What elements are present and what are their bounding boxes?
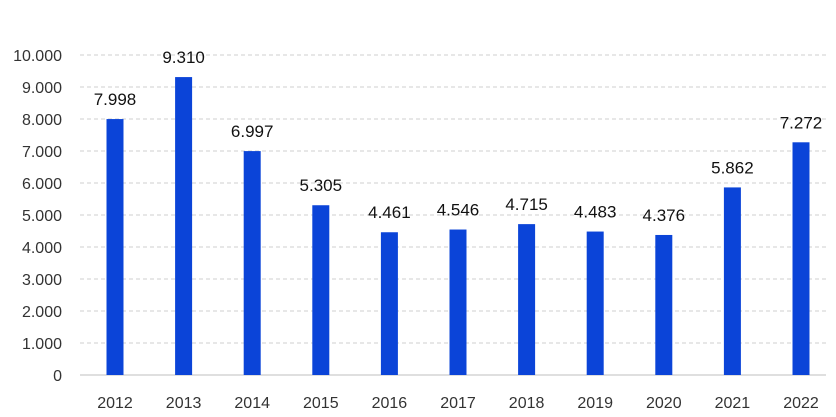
bar bbox=[243, 151, 261, 375]
x-tick-label: 2018 bbox=[509, 395, 545, 412]
data-label: 7.272 bbox=[780, 113, 823, 132]
x-axis-ticks: 2012 2013 2014 2015 2016 2017 2018 2019 2020 2021… bbox=[97, 395, 819, 412]
data-label: 4.461 bbox=[368, 203, 411, 222]
bar bbox=[106, 119, 124, 376]
bar bbox=[312, 205, 330, 375]
y-tick-label: 3.000 bbox=[22, 272, 62, 289]
data-labels: 7.998 9.310 6.997 5.305 4.461 4.546 4.715 4.483… bbox=[94, 48, 823, 225]
data-label: 5.862 bbox=[711, 158, 754, 177]
y-tick-label: 8.000 bbox=[22, 112, 62, 129]
bar bbox=[655, 234, 673, 375]
bar bbox=[449, 229, 467, 375]
data-label: 4.546 bbox=[437, 201, 480, 220]
x-tick-label: 2014 bbox=[234, 395, 270, 412]
x-tick-label: 2012 bbox=[97, 395, 133, 412]
bar bbox=[175, 77, 193, 375]
y-tick-label: 7.000 bbox=[22, 144, 62, 161]
bar bbox=[723, 187, 741, 375]
y-tick-label: 0 bbox=[53, 368, 62, 385]
y-tick-label: 4.000 bbox=[22, 240, 62, 257]
data-label: 6.997 bbox=[231, 122, 274, 141]
x-tick-label: 2017 bbox=[440, 395, 476, 412]
data-label: 4.483 bbox=[574, 203, 617, 222]
x-tick-label: 2013 bbox=[166, 395, 202, 412]
y-tick-label: 6.000 bbox=[22, 176, 62, 193]
y-tick-label: 1.000 bbox=[22, 336, 62, 353]
bar bbox=[586, 231, 604, 375]
bar bbox=[518, 224, 536, 375]
x-tick-label: 2015 bbox=[303, 395, 339, 412]
y-tick-label: 10.000 bbox=[13, 48, 62, 65]
data-label: 5.305 bbox=[300, 176, 343, 195]
y-tick-label: 9.000 bbox=[22, 80, 62, 97]
y-axis-ticks: 0 1.000 2.000 3.000 4.000 5.000 6.000 7.000 8.00… bbox=[13, 48, 62, 385]
data-label: 9.310 bbox=[162, 48, 205, 67]
x-tick-label: 2019 bbox=[577, 395, 613, 412]
x-tick-label: 2021 bbox=[715, 395, 751, 412]
x-tick-label: 2022 bbox=[783, 395, 819, 412]
bar bbox=[792, 142, 810, 375]
bar bbox=[380, 232, 398, 375]
bars bbox=[106, 77, 810, 376]
data-label: 7.998 bbox=[94, 90, 137, 109]
y-tick-label: 2.000 bbox=[22, 304, 62, 321]
x-tick-label: 2020 bbox=[646, 395, 682, 412]
y-tick-label: 5.000 bbox=[22, 208, 62, 225]
x-tick-label: 2016 bbox=[372, 395, 408, 412]
data-label: 4.376 bbox=[643, 206, 686, 225]
data-label: 4.715 bbox=[505, 195, 548, 214]
